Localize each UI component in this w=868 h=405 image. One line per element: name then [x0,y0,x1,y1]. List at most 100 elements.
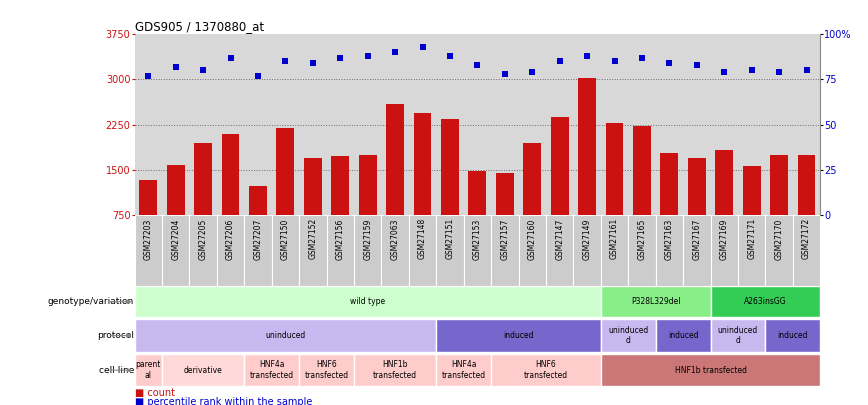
Bar [437,320,601,352]
Bar [655,320,711,352]
Bar [578,78,596,260]
Text: GSM27160: GSM27160 [528,218,536,260]
Text: HNF1b transfected: HNF1b transfected [674,366,746,375]
Text: GSM27161: GSM27161 [610,218,619,260]
Bar [409,215,437,286]
Text: uninduced
d: uninduced d [718,326,758,345]
Bar [189,215,217,286]
Bar [491,354,601,386]
Bar [496,173,514,260]
Text: GSM27169: GSM27169 [720,218,729,260]
Bar [167,165,185,260]
Text: GSM27207: GSM27207 [253,218,262,260]
Bar [135,320,437,352]
Bar [249,186,266,260]
Bar [354,215,381,286]
Bar [601,215,628,286]
Bar [162,354,244,386]
Bar [464,215,491,286]
Text: GSM27171: GSM27171 [747,218,756,260]
Text: GSM27063: GSM27063 [391,218,399,260]
Bar [601,320,655,352]
Text: GSM27156: GSM27156 [336,218,345,260]
Bar [711,215,738,286]
Text: GSM27204: GSM27204 [171,218,181,260]
Text: GSM27148: GSM27148 [418,218,427,260]
Bar [738,215,766,286]
Text: GSM27149: GSM27149 [582,218,592,260]
Bar [628,215,655,286]
Text: GDS905 / 1370880_at: GDS905 / 1370880_at [135,20,264,33]
Bar [244,354,299,386]
Bar [354,354,437,386]
Text: HNF6
transfected: HNF6 transfected [305,360,349,380]
Bar [766,320,820,352]
Text: GSM27206: GSM27206 [226,218,235,260]
Bar [770,155,788,260]
Bar [135,286,601,317]
Bar [766,215,792,286]
Bar [798,155,815,260]
Text: GSM27151: GSM27151 [445,218,455,260]
Bar [601,286,711,317]
Bar [272,215,299,286]
Text: GSM27167: GSM27167 [693,218,701,260]
Text: parent
al: parent al [135,360,161,380]
Bar [162,215,189,286]
Text: ■ count: ■ count [135,388,174,398]
Text: GSM27157: GSM27157 [500,218,510,260]
Bar [299,215,326,286]
Text: protocol: protocol [97,331,134,340]
Bar [633,126,651,260]
Text: uninduced
d: uninduced d [608,326,648,345]
Text: derivative: derivative [184,366,222,375]
Bar [221,134,240,260]
Bar [711,286,820,317]
Text: GSM27163: GSM27163 [665,218,674,260]
Bar [792,215,820,286]
Bar [332,156,349,260]
Text: GSM27203: GSM27203 [144,218,153,260]
Bar [655,215,683,286]
Text: GSM27170: GSM27170 [774,218,784,260]
Bar [688,158,706,260]
Text: GSM27205: GSM27205 [199,218,207,260]
Text: GSM27150: GSM27150 [281,218,290,260]
Bar [304,158,322,260]
Bar [574,215,601,286]
Bar [194,143,212,260]
Text: HNF6
transfected: HNF6 transfected [524,360,568,380]
Bar [299,354,354,386]
Bar [601,354,820,386]
Text: P328L329del: P328L329del [631,297,681,306]
Bar [217,215,244,286]
Bar [491,215,518,286]
Text: A263insGG: A263insGG [744,297,786,306]
Bar [711,320,766,352]
Bar [518,215,546,286]
Text: induced: induced [667,331,699,340]
Bar [715,150,733,260]
Bar [441,119,459,260]
Bar [469,171,486,260]
Text: GSM27172: GSM27172 [802,218,811,260]
Bar [606,123,623,260]
Text: uninduced: uninduced [266,331,306,340]
Text: GSM27159: GSM27159 [363,218,372,260]
Text: cell line: cell line [99,366,134,375]
Bar [523,143,541,260]
Text: ■ percentile rank within the sample: ■ percentile rank within the sample [135,397,312,405]
Bar [135,354,162,386]
Bar [414,113,431,260]
Text: genotype/variation: genotype/variation [48,297,134,306]
Bar [661,153,678,260]
Bar [381,215,409,286]
Bar [135,215,162,286]
Bar [386,104,404,260]
Text: HNF1b
transfected: HNF1b transfected [373,360,418,380]
Text: wild type: wild type [350,297,385,306]
Text: GSM27152: GSM27152 [308,218,318,260]
Bar [683,215,711,286]
Text: induced: induced [778,331,808,340]
Text: induced: induced [503,331,534,340]
